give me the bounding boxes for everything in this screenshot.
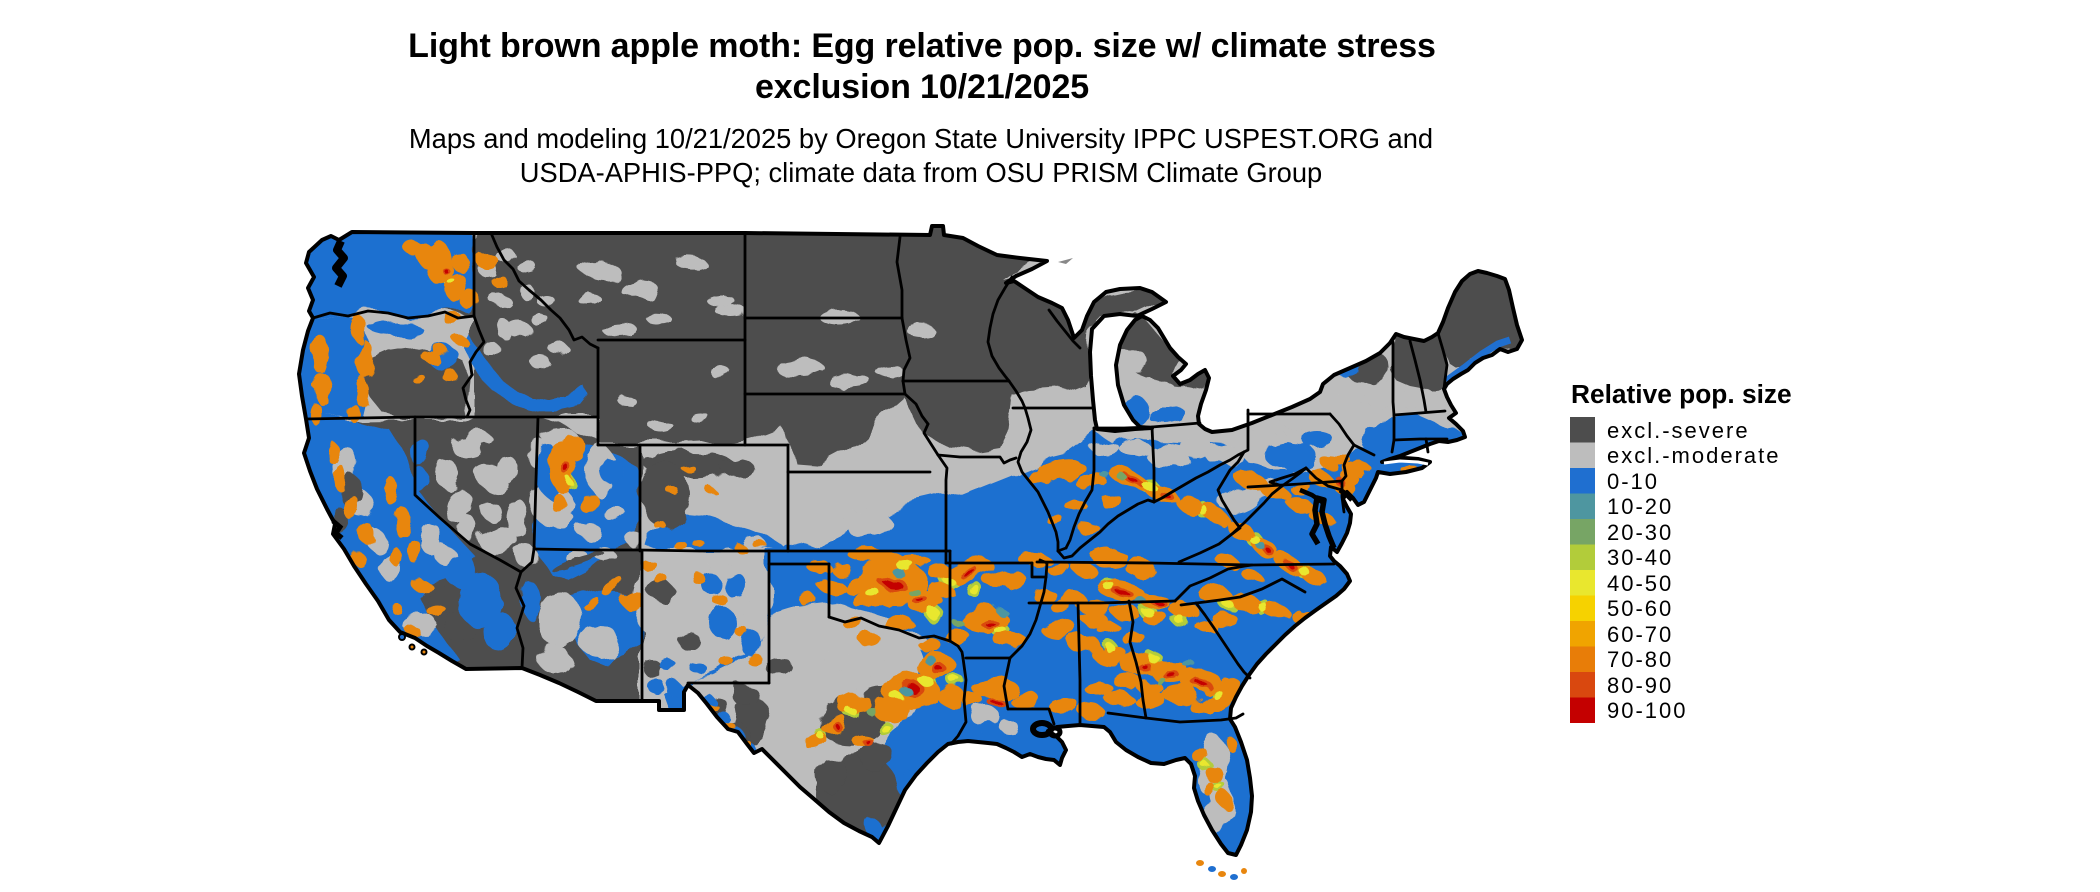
- svg-text:excl.-severe: excl.-severe: [1607, 418, 1750, 443]
- svg-text:90-100: 90-100: [1607, 698, 1688, 723]
- svg-text:USDA-APHIS-PPQ; climate data f: USDA-APHIS-PPQ; climate data from OSU PR…: [520, 157, 1322, 188]
- svg-text:60-70: 60-70: [1607, 622, 1673, 647]
- svg-text:80-90: 80-90: [1607, 673, 1673, 698]
- svg-text:70-80: 70-80: [1607, 647, 1673, 672]
- svg-text:40-50: 40-50: [1607, 571, 1673, 596]
- svg-text:0-10: 0-10: [1607, 469, 1659, 494]
- svg-text:20-30: 20-30: [1607, 520, 1673, 545]
- svg-text:Relative pop. size: Relative pop. size: [1571, 379, 1792, 409]
- svg-text:30-40: 30-40: [1607, 545, 1673, 570]
- svg-text:excl.-moderate: excl.-moderate: [1607, 443, 1781, 468]
- svg-text:10-20: 10-20: [1607, 494, 1673, 519]
- svg-text:Light brown apple moth: Egg re: Light brown apple moth: Egg relative pop…: [408, 27, 1436, 65]
- svg-text:50-60: 50-60: [1607, 596, 1673, 621]
- svg-text:exclusion 10/21/2025: exclusion 10/21/2025: [755, 68, 1089, 106]
- svg-text:Maps and modeling 10/21/2025 b: Maps and modeling 10/21/2025 by Oregon S…: [409, 123, 1433, 154]
